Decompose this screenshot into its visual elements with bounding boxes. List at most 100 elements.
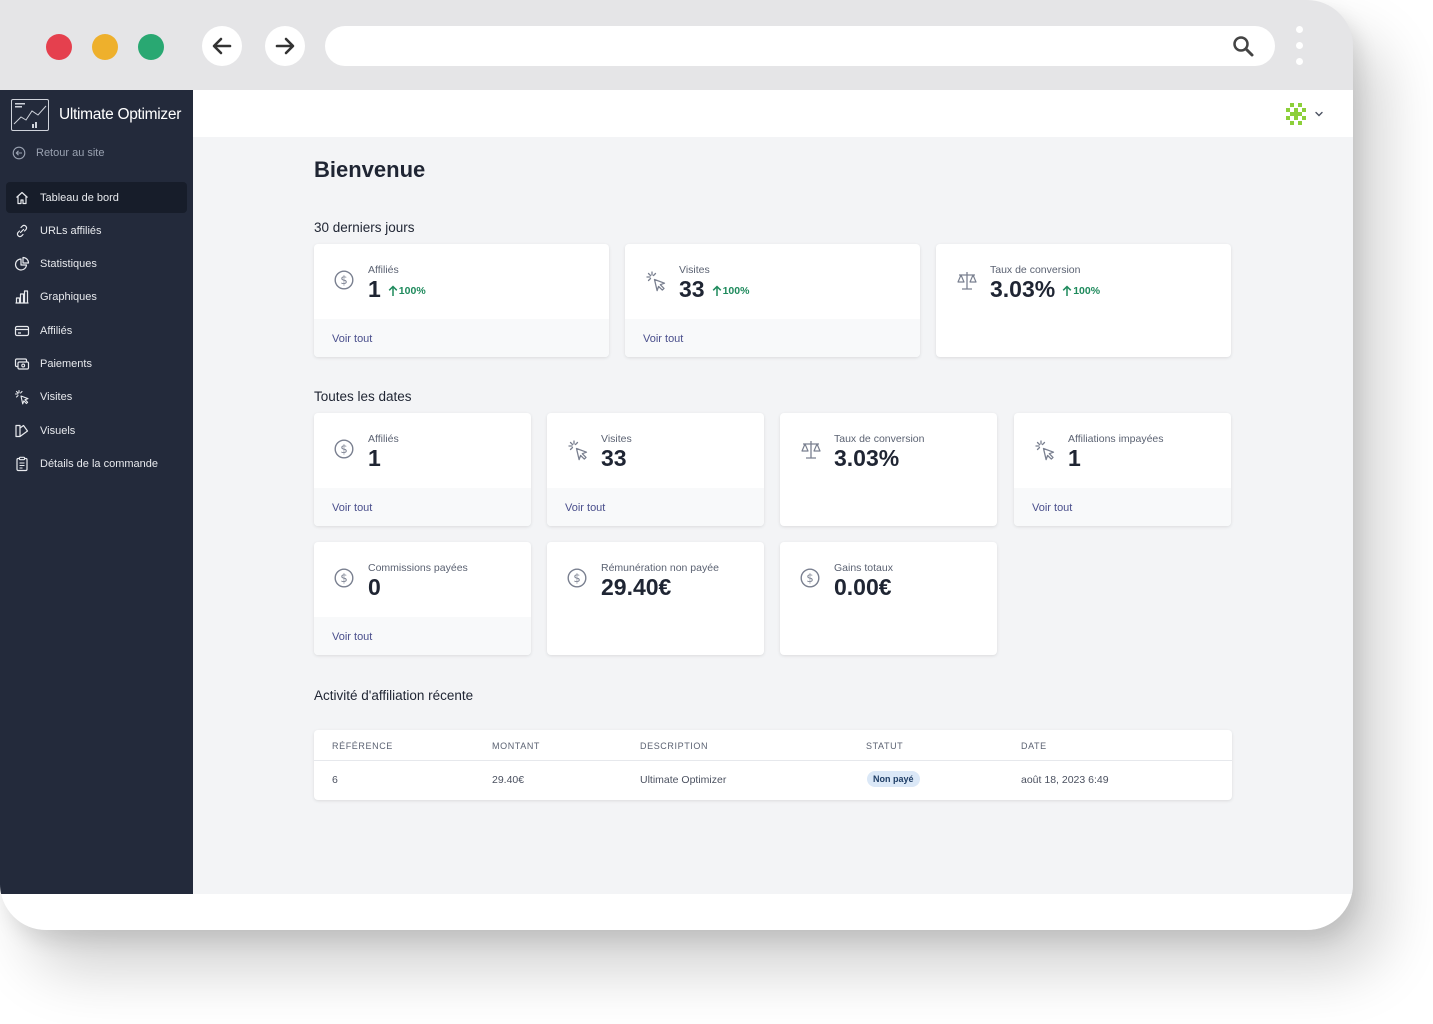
stat-label: Taux de conversion [990, 264, 1081, 276]
view-all-link[interactable]: Voir tout [643, 333, 684, 345]
stat-label: Visites [601, 433, 632, 445]
view-all-link[interactable]: Voir tout [565, 502, 606, 514]
close-window-button[interactable] [46, 34, 72, 60]
maximize-window-button[interactable] [138, 34, 164, 60]
cursor-click-icon [1034, 439, 1056, 466]
back-button[interactable] [202, 26, 242, 66]
stat-value: 0.00€ [834, 574, 892, 600]
minimize-window-button[interactable] [92, 34, 118, 60]
cell-date: août 18, 2023 6:49 [1021, 774, 1109, 786]
stat-label: Taux de conversion [834, 433, 925, 445]
stat-value: 29.40€ [601, 574, 672, 600]
browser-window: Ultimate Optimizer Retour au site Tablea… [0, 0, 1353, 930]
stat-value: 33 [601, 445, 627, 471]
clipboard-icon [16, 456, 28, 471]
view-all-link[interactable]: Voir tout [332, 333, 373, 345]
bar-chart-icon [15, 290, 29, 304]
dollar-icon: $ [334, 568, 354, 593]
stat-label: Affiliations impayées [1068, 433, 1164, 445]
svg-text:$: $ [340, 273, 347, 287]
svg-text:$: $ [573, 571, 580, 585]
avatar [1286, 103, 1306, 125]
stat-value: 1 [1068, 445, 1081, 471]
dollar-icon: $ [567, 568, 587, 593]
stat-label: Affiliés [368, 264, 399, 276]
trend-value: 100% [722, 285, 750, 297]
svg-text:$: $ [340, 571, 347, 585]
back-to-site-label: Retour au site [36, 147, 105, 159]
trend-badge: 100% [387, 285, 426, 297]
stat-value: 3.03% [990, 276, 1056, 302]
scale-icon [956, 270, 978, 297]
address-bar[interactable] [325, 26, 1275, 66]
cell-reference: 6 [332, 774, 338, 786]
table-header: RÉFÉRENCE MONTANT DESCRIPTION STATUT DAT… [314, 730, 1232, 761]
sidebar-item-statistiques[interactable]: Statistiques [6, 249, 187, 280]
stat-card-conversion-all: Taux de conversion 3.03% [780, 413, 997, 526]
stat-label: Visites [679, 264, 710, 276]
stat-card-unpaid-referrals: Affiliations impayées 1 Voir tout [1014, 413, 1231, 526]
pie-chart-icon [14, 256, 30, 271]
search-icon[interactable] [1231, 34, 1255, 63]
stat-card-visits-all: Visites 33 Voir tout [547, 413, 764, 526]
column-header-date: DATE [1021, 741, 1047, 751]
stat-card-conversion-30d: Taux de conversion 3.03% 100% [936, 244, 1231, 357]
card-icon [14, 325, 30, 336]
column-header-reference: RÉFÉRENCE [332, 741, 393, 751]
arrow-left-icon [212, 37, 232, 55]
sidebar-item-label: Tableau de bord [40, 191, 119, 204]
column-header-amount: MONTANT [492, 741, 541, 751]
user-menu[interactable] [1283, 101, 1325, 127]
column-header-status: STATUT [866, 741, 904, 751]
sidebar-item-label: Détails de la commande [40, 457, 159, 470]
logo-icon [11, 99, 49, 131]
view-all-link[interactable]: Voir tout [1032, 502, 1073, 514]
payment-icon [14, 358, 30, 370]
arrow-circle-left-icon [12, 146, 26, 160]
arrow-up-icon [1062, 285, 1072, 296]
cursor-click-icon [567, 439, 589, 466]
browser-menu-icon[interactable] [1296, 26, 1306, 70]
visuals-icon [15, 424, 29, 437]
sidebar-item-label: URLs affiliés [40, 224, 102, 237]
view-all-link[interactable]: Voir tout [332, 631, 373, 643]
section-title-all-time: Toutes les dates [314, 389, 412, 404]
trend-badge: 100% [711, 285, 750, 297]
stat-card-paid-commissions: $ Commissions payées 0 Voir tout [314, 542, 531, 655]
arrow-up-icon [388, 285, 398, 296]
view-all-link[interactable]: Voir tout [332, 502, 373, 514]
link-icon [16, 224, 28, 237]
section-title-last-30-days: 30 derniers jours [314, 220, 415, 235]
back-to-site-link[interactable]: Retour au site [12, 146, 104, 160]
trend-badge: 100% [1061, 285, 1100, 297]
dollar-icon: $ [334, 439, 354, 464]
sidebar-item-paiements[interactable]: Paiements [6, 348, 187, 379]
stat-value: 1 [368, 445, 381, 471]
chevron-down-icon [1315, 111, 1323, 117]
trend-value: 100% [1073, 285, 1101, 297]
recent-activity-table: RÉFÉRENCE MONTANT DESCRIPTION STATUT DAT… [314, 730, 1232, 800]
sidebar-item-visuels[interactable]: Visuels [6, 415, 187, 446]
sidebar-item-label: Graphiques [40, 291, 97, 304]
dollar-icon: $ [334, 270, 354, 295]
home-icon [16, 191, 28, 204]
arrow-up-icon [712, 285, 721, 296]
sidebar-item-urls-affilies[interactable]: URLs affiliés [6, 215, 187, 246]
sidebar-item-details-commande[interactable]: Détails de la commande [6, 448, 187, 479]
arrow-right-icon [275, 37, 295, 55]
sidebar-item-affilies[interactable]: Affiliés [6, 315, 187, 346]
sidebar-item-visites[interactable]: Visites [6, 382, 187, 413]
sidebar-nav: Tableau de bord URLs affiliés Statistiqu… [6, 182, 187, 482]
sidebar-item-tableau-de-bord[interactable]: Tableau de bord [6, 182, 187, 213]
column-header-description: DESCRIPTION [640, 741, 709, 751]
svg-text:$: $ [340, 442, 347, 456]
stat-card-affiliates-30d: $ Affiliés 1 100% Voir tout [314, 244, 609, 357]
sidebar-item-label: Paiements [40, 357, 92, 370]
section-title-recent-activity: Activité d'affiliation récente [314, 688, 474, 703]
forward-button[interactable] [265, 26, 305, 66]
sidebar-item-label: Affiliés [40, 324, 73, 337]
stat-card-total-earnings: $ Gains totaux 0.00€ [780, 542, 997, 655]
sidebar-item-graphiques[interactable]: Graphiques [6, 282, 187, 313]
stat-value: 3.03% [834, 445, 900, 471]
app-logo[interactable]: Ultimate Optimizer [11, 99, 181, 131]
